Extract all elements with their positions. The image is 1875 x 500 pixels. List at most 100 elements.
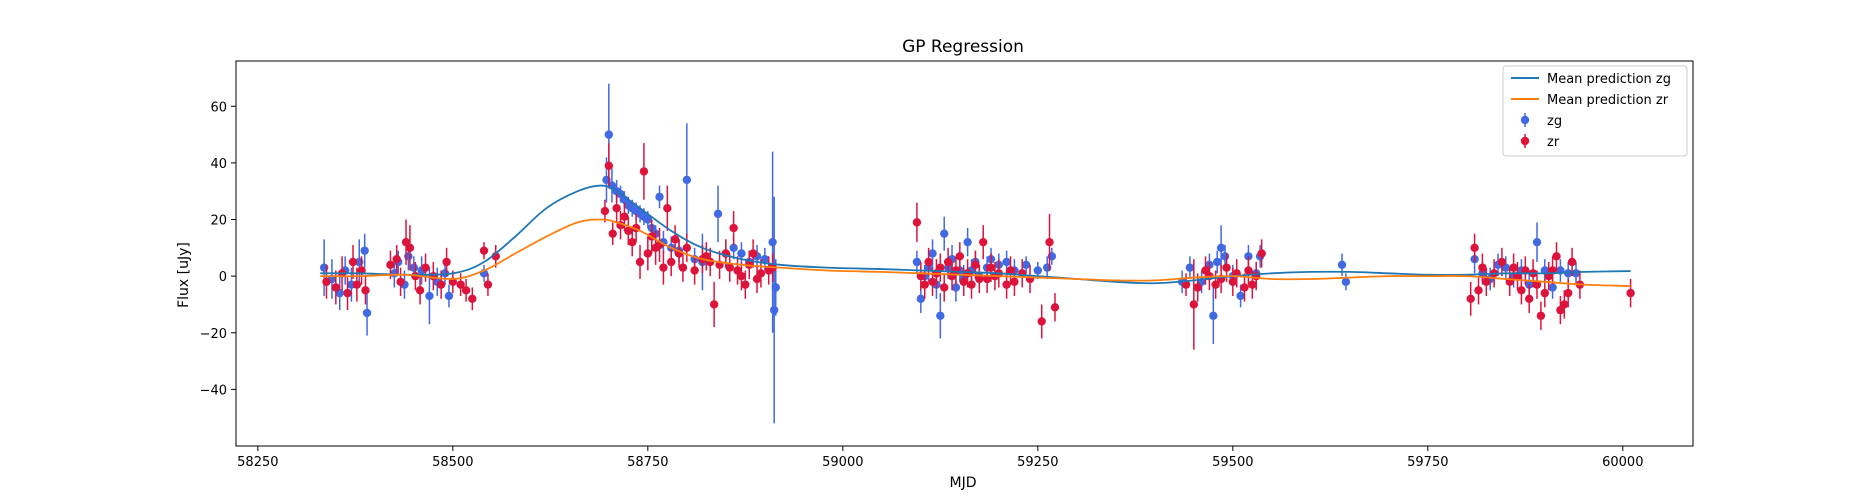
data-point	[737, 271, 746, 281]
data-point	[1548, 283, 1557, 292]
data-point	[322, 277, 331, 287]
line-mean-prediction-zr	[320, 218, 1631, 287]
data-point	[1189, 300, 1199, 309]
data-point	[916, 294, 926, 303]
data-point	[924, 257, 933, 267]
legend-label: zr	[1547, 135, 1560, 150]
data-point	[444, 291, 454, 301]
data-point	[1222, 263, 1231, 272]
data-point	[912, 257, 922, 267]
data-point	[709, 300, 719, 309]
data-point	[405, 243, 415, 253]
data-point	[604, 130, 614, 139]
data-point	[1211, 280, 1220, 289]
series-zr	[322, 143, 1635, 350]
data-point	[468, 294, 477, 303]
data-point	[479, 246, 489, 255]
data-point	[943, 257, 953, 267]
data-point	[1244, 266, 1253, 275]
data-point	[729, 223, 738, 233]
plot-inner	[319, 83, 1635, 424]
data-point	[639, 167, 649, 176]
data-point	[396, 277, 405, 287]
x-tick-label: 59000	[822, 455, 863, 470]
data-point	[678, 263, 688, 272]
data-point	[1216, 243, 1226, 253]
data-point	[1532, 237, 1542, 247]
data-point	[612, 204, 621, 213]
data-point	[1564, 288, 1573, 298]
data-point	[682, 243, 692, 253]
data-point	[1236, 291, 1245, 301]
legend-marker-swatch	[1520, 115, 1530, 125]
data-point	[1626, 288, 1635, 298]
x-tick-label: 59750	[1407, 455, 1448, 470]
data-point	[667, 257, 676, 267]
data-point	[936, 263, 945, 272]
data-point	[1517, 286, 1526, 295]
data-point	[643, 215, 653, 224]
data-point	[1466, 294, 1475, 303]
data-point	[979, 237, 988, 247]
y-axis-ticks: −40 −20 0 20 40 60	[200, 100, 236, 398]
legend-box	[1502, 65, 1688, 157]
data-point	[940, 229, 949, 238]
data-point	[1006, 266, 1015, 275]
data-point	[928, 249, 937, 258]
data-point	[1540, 288, 1550, 298]
data-point	[1181, 280, 1191, 289]
line-mean-prediction-zg	[320, 184, 1631, 285]
data-point	[1185, 263, 1195, 272]
data-point	[659, 263, 668, 272]
data-point	[769, 305, 779, 315]
data-point	[1571, 269, 1581, 278]
data-point	[1474, 286, 1483, 295]
data-point	[624, 226, 633, 236]
x-tick-label: 58750	[627, 455, 668, 470]
data-point	[912, 218, 922, 227]
data-point	[663, 204, 672, 213]
data-point	[1497, 257, 1507, 267]
y-axis-label: Flux [uJy]	[176, 242, 192, 308]
data-point	[1482, 277, 1491, 287]
data-point	[951, 266, 961, 275]
plot-area	[235, 60, 1694, 447]
data-point	[1532, 280, 1542, 289]
data-point	[741, 280, 750, 289]
x-tick-label: 58250	[237, 455, 278, 470]
data-point	[670, 235, 680, 244]
data-point	[982, 274, 992, 284]
data-point	[360, 246, 369, 255]
data-point	[975, 274, 984, 284]
data-point	[768, 237, 777, 247]
data-point	[713, 209, 723, 219]
legend-label: zg	[1547, 114, 1562, 129]
data-point	[655, 192, 664, 202]
data-point	[1337, 260, 1347, 270]
data-point	[442, 257, 451, 267]
data-point	[967, 280, 976, 289]
data-point	[1536, 311, 1546, 320]
data-point	[1213, 257, 1222, 267]
data-point	[936, 311, 945, 320]
data-point	[756, 269, 766, 278]
data-point	[940, 283, 949, 292]
data-point	[725, 263, 734, 272]
data-point	[920, 280, 929, 289]
y-tick-label: 20	[210, 214, 227, 229]
data-point	[986, 263, 996, 272]
data-point	[392, 254, 401, 264]
data-point	[1050, 303, 1060, 312]
data-point	[955, 252, 965, 261]
data-point	[1021, 260, 1031, 270]
y-tick-label: 0	[219, 270, 227, 285]
data-point	[951, 283, 961, 292]
data-point	[361, 286, 370, 295]
data-point	[343, 288, 352, 298]
data-point	[620, 212, 629, 221]
x-tick-label: 59500	[1212, 455, 1253, 470]
data-point	[1037, 317, 1046, 326]
data-point	[456, 280, 465, 289]
y-tick-label: 40	[210, 157, 227, 172]
